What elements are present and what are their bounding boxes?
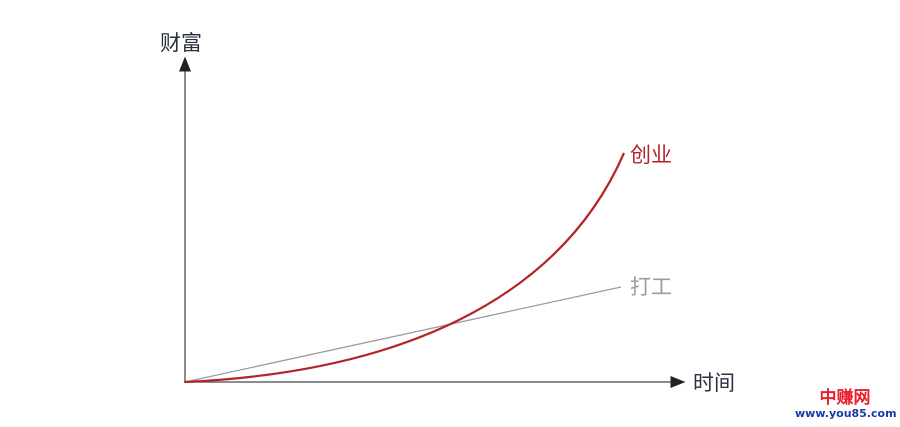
watermark: 中赚网 www.you85.com <box>795 388 897 420</box>
job-series-label: 打工 <box>630 275 672 299</box>
watermark-url: www.you85.com <box>795 407 897 420</box>
watermark-brand: 中赚网 <box>819 388 871 408</box>
startup-series-curve <box>184 152 626 384</box>
y-axis-label: 财富 <box>160 31 202 55</box>
job-series-line <box>184 286 622 383</box>
x-axis-label: 时间 <box>693 371 735 395</box>
startup-series-label: 创业 <box>630 143 672 167</box>
